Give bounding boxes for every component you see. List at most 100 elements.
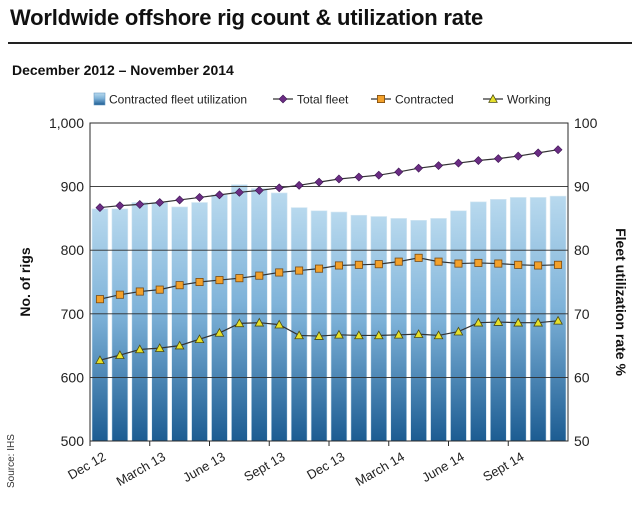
chart-subtitle: December 2012 – November 2014 xyxy=(12,62,234,78)
contracted-point xyxy=(295,266,304,275)
x-tick-label: June 14 xyxy=(419,449,467,485)
total-fleet-point xyxy=(115,201,125,211)
contracted-point xyxy=(175,281,184,290)
working-point xyxy=(393,329,404,339)
bar-aug-13 xyxy=(251,188,268,442)
total-fleet-point xyxy=(434,161,443,171)
bar-mar-14 xyxy=(390,218,407,442)
bar-may-13 xyxy=(191,202,208,442)
working-point xyxy=(493,317,504,326)
total-fleet-point xyxy=(155,198,165,207)
total-fleet-point xyxy=(234,187,244,197)
legend-marker-contracted xyxy=(376,95,385,104)
total-fleet-point xyxy=(195,192,204,202)
y2-tick-label: 90 xyxy=(574,179,590,195)
y2-axis-title: Fleet utilization rate % xyxy=(613,228,629,376)
markers xyxy=(95,145,563,364)
total-fleet-point xyxy=(334,174,344,184)
bar-apr-13 xyxy=(171,206,188,442)
working-point xyxy=(553,315,563,325)
x-tick-label: March 13 xyxy=(114,449,168,489)
bar-sep-13 xyxy=(270,192,288,442)
bar-mar-13 xyxy=(151,202,168,442)
axes xyxy=(89,122,569,446)
bar-dec-12 xyxy=(91,208,109,442)
legend-marker-working xyxy=(488,93,498,103)
working-point xyxy=(114,350,125,359)
bar-jul-13 xyxy=(231,184,248,442)
contracted-point xyxy=(514,260,523,269)
y-tick-label: 600 xyxy=(61,369,85,385)
contracted-point xyxy=(155,285,164,294)
x-tick-label: March 14 xyxy=(353,449,407,489)
bar-nov-13 xyxy=(310,210,328,442)
contracted-point xyxy=(454,259,463,268)
y-axis-title: No. of rigs xyxy=(17,247,33,316)
x-tick-label: June 13 xyxy=(180,449,228,485)
working-point xyxy=(214,327,225,337)
x-tick-label: Sept 14 xyxy=(480,449,526,484)
total-fleet-point xyxy=(553,145,563,155)
total-fleet-point xyxy=(314,177,324,187)
contracted-point xyxy=(315,264,324,273)
total-fleet-point xyxy=(354,172,364,182)
source-note: Source: IHS xyxy=(6,434,17,488)
working-point xyxy=(314,331,324,340)
total-fleet-point xyxy=(394,167,404,177)
contracted-point xyxy=(534,261,543,270)
total-fleet-point xyxy=(274,183,284,193)
bar-feb-13 xyxy=(131,202,149,442)
working-point xyxy=(533,317,544,327)
bar-series xyxy=(91,184,567,442)
total-fleet-point xyxy=(513,151,523,161)
working-point xyxy=(353,330,364,340)
legend-label-contracted: Contracted xyxy=(395,93,454,107)
contracted-point xyxy=(354,260,363,269)
line-total-fleet xyxy=(99,149,559,209)
contracted-point xyxy=(275,268,284,277)
contracted-point xyxy=(374,260,383,269)
total-fleet-point xyxy=(294,180,304,190)
working-point xyxy=(254,317,265,327)
contracted-point xyxy=(494,259,503,268)
gridlines xyxy=(90,186,568,378)
chart-title: Worldwide offshore rig count & utilizati… xyxy=(10,5,483,30)
legend-label-utilization: Contracted fleet utilization xyxy=(109,93,247,107)
legend-label-total: Total fleet xyxy=(297,93,349,107)
working-point xyxy=(174,340,185,350)
contracted-point xyxy=(215,276,224,285)
legend-marker-total xyxy=(278,94,288,104)
title-rule xyxy=(8,42,632,44)
y-tick-label: 700 xyxy=(61,306,85,322)
total-fleet-point xyxy=(95,203,105,213)
working-point xyxy=(513,317,524,327)
total-fleet-point xyxy=(533,148,543,158)
y2-tick-label: 70 xyxy=(574,306,590,322)
working-point xyxy=(234,318,245,328)
bar-jun-14 xyxy=(450,210,467,442)
bar-dec-13 xyxy=(330,211,348,442)
bar-jun-13 xyxy=(211,194,228,442)
contracted-point xyxy=(414,253,423,262)
contracted-point xyxy=(195,277,204,286)
y2-tick-label: 100 xyxy=(574,115,598,131)
bar-jan-14 xyxy=(350,214,368,442)
working-point xyxy=(154,343,165,352)
working-point xyxy=(294,330,305,340)
working-point xyxy=(95,355,105,364)
total-fleet-point xyxy=(135,199,145,209)
y-tick-label: 1,000 xyxy=(49,115,84,131)
bar-jan-13 xyxy=(111,208,129,442)
bar-may-14 xyxy=(430,218,447,442)
x-tick-label: Dec 12 xyxy=(65,449,108,483)
contracted-point xyxy=(554,260,563,269)
y-tick-label: 500 xyxy=(61,433,85,449)
legend: Contracted fleet utilization Total fleet C… xyxy=(93,93,551,107)
legend-label-working: Working xyxy=(507,93,551,107)
y-tick-label: 900 xyxy=(61,179,85,195)
total-fleet-point xyxy=(493,154,503,164)
contracted-point xyxy=(95,295,104,304)
contracted-point xyxy=(235,274,244,283)
line-working xyxy=(99,320,559,361)
